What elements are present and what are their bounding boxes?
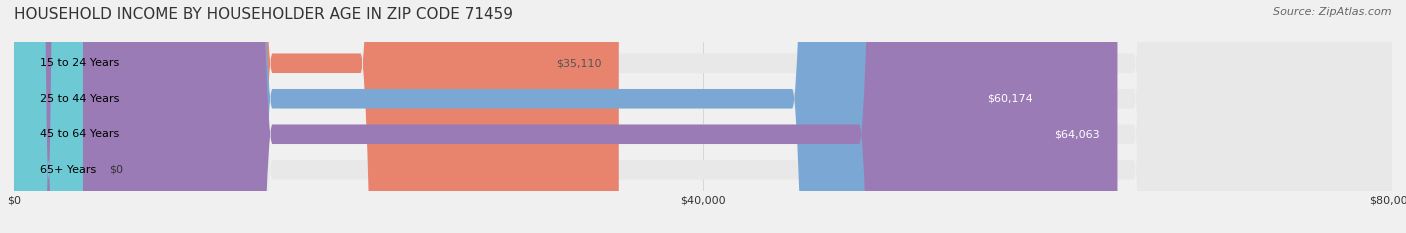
FancyBboxPatch shape xyxy=(14,0,1050,233)
FancyBboxPatch shape xyxy=(14,0,1118,233)
FancyBboxPatch shape xyxy=(14,0,619,233)
Text: $0: $0 xyxy=(108,165,122,175)
FancyBboxPatch shape xyxy=(14,0,1392,233)
FancyBboxPatch shape xyxy=(14,0,1392,233)
Text: $64,063: $64,063 xyxy=(1054,129,1101,139)
Text: $60,174: $60,174 xyxy=(987,94,1033,104)
Text: 15 to 24 Years: 15 to 24 Years xyxy=(39,58,120,68)
Text: $35,110: $35,110 xyxy=(555,58,602,68)
Text: HOUSEHOLD INCOME BY HOUSEHOLDER AGE IN ZIP CODE 71459: HOUSEHOLD INCOME BY HOUSEHOLDER AGE IN Z… xyxy=(14,7,513,22)
FancyBboxPatch shape xyxy=(14,0,83,233)
FancyBboxPatch shape xyxy=(14,0,1392,233)
FancyBboxPatch shape xyxy=(14,0,1392,233)
Text: Source: ZipAtlas.com: Source: ZipAtlas.com xyxy=(1274,7,1392,17)
Text: 25 to 44 Years: 25 to 44 Years xyxy=(39,94,120,104)
Text: 45 to 64 Years: 45 to 64 Years xyxy=(39,129,120,139)
Text: 65+ Years: 65+ Years xyxy=(39,165,96,175)
